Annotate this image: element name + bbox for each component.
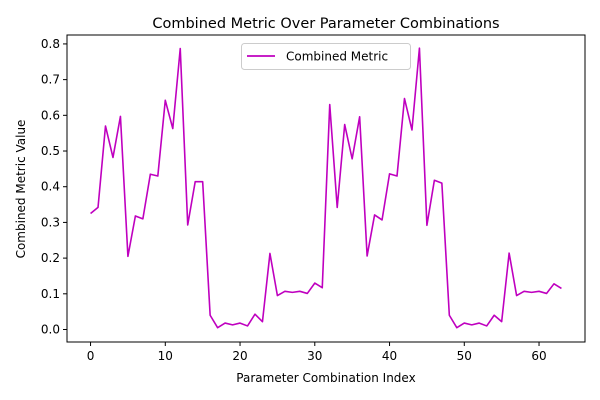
y-tick-label: 0.6 xyxy=(41,108,60,122)
y-tick-label: 0.5 xyxy=(41,144,60,158)
y-tick-label: 0.3 xyxy=(41,215,60,229)
y-tick-label: 0.8 xyxy=(41,37,60,51)
x-tick-label: 0 xyxy=(87,349,95,363)
legend-label: Combined Metric xyxy=(286,50,388,64)
legend: Combined Metric xyxy=(241,43,411,70)
chart-title: Combined Metric Over Parameter Combinati… xyxy=(152,16,499,32)
y-tick-label: 0.1 xyxy=(41,287,60,301)
x-tick-label: 30 xyxy=(307,349,322,363)
plot-area xyxy=(90,47,562,329)
axes-frame xyxy=(66,34,586,343)
y-axis: 0.0 0.1 0.2 0.3 0.4 0.5 0.6 0.7 0.8 xyxy=(41,37,67,337)
y-tick-label: 0.7 xyxy=(41,73,60,87)
y-tick-label: 0.2 xyxy=(41,251,60,265)
y-tick-label: 0.0 xyxy=(41,323,60,337)
x-tick-label: 10 xyxy=(158,349,173,363)
x-tick-label: 50 xyxy=(457,349,472,363)
y-tick-label: 0.4 xyxy=(41,180,60,194)
x-tick-label: 40 xyxy=(382,349,397,363)
legend-box xyxy=(241,43,411,70)
x-axis-title: Parameter Combination Index xyxy=(236,371,415,385)
x-tick-label: 60 xyxy=(531,349,546,363)
y-axis-title: Combined Metric Value xyxy=(14,120,28,259)
x-axis: 0 10 20 30 40 50 60 xyxy=(87,342,547,363)
series-line-0 xyxy=(90,47,562,329)
x-tick-label: 20 xyxy=(232,349,247,363)
